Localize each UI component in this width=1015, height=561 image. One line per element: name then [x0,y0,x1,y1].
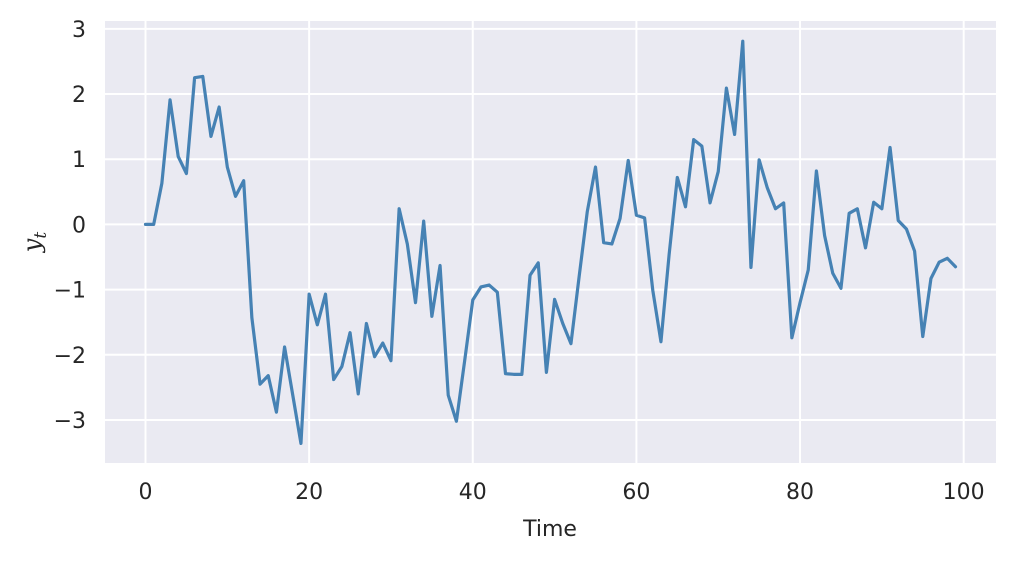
x-tick-label: 60 [622,480,650,505]
x-axis-label: Time [522,517,577,542]
x-tick-label: 80 [786,480,814,505]
plot-background [105,21,996,463]
x-tick-labels: 0 20 40 60 80 100 [139,480,985,505]
y-tick-label: 2 [72,83,86,108]
y-tick-label: 1 [72,148,86,173]
y-tick-label: −3 [54,409,86,434]
x-tick-label: 40 [459,480,487,505]
x-tick-label: 0 [139,480,153,505]
y-tick-label: 0 [72,213,86,238]
x-tick-label: 100 [943,480,985,505]
series-line [143,39,958,446]
y-tick-label: −1 [54,279,86,304]
y-axis-label-main: y [18,238,46,253]
y-tick-label: 3 [72,18,86,43]
x-tick-label: 20 [295,480,323,505]
y-axis-label: yt [18,232,51,254]
y-tick-label: −2 [54,344,86,369]
y-tick-labels: −3 −2 −1 0 1 2 3 [54,18,86,434]
y-axis-label-subscript: t [31,232,51,239]
